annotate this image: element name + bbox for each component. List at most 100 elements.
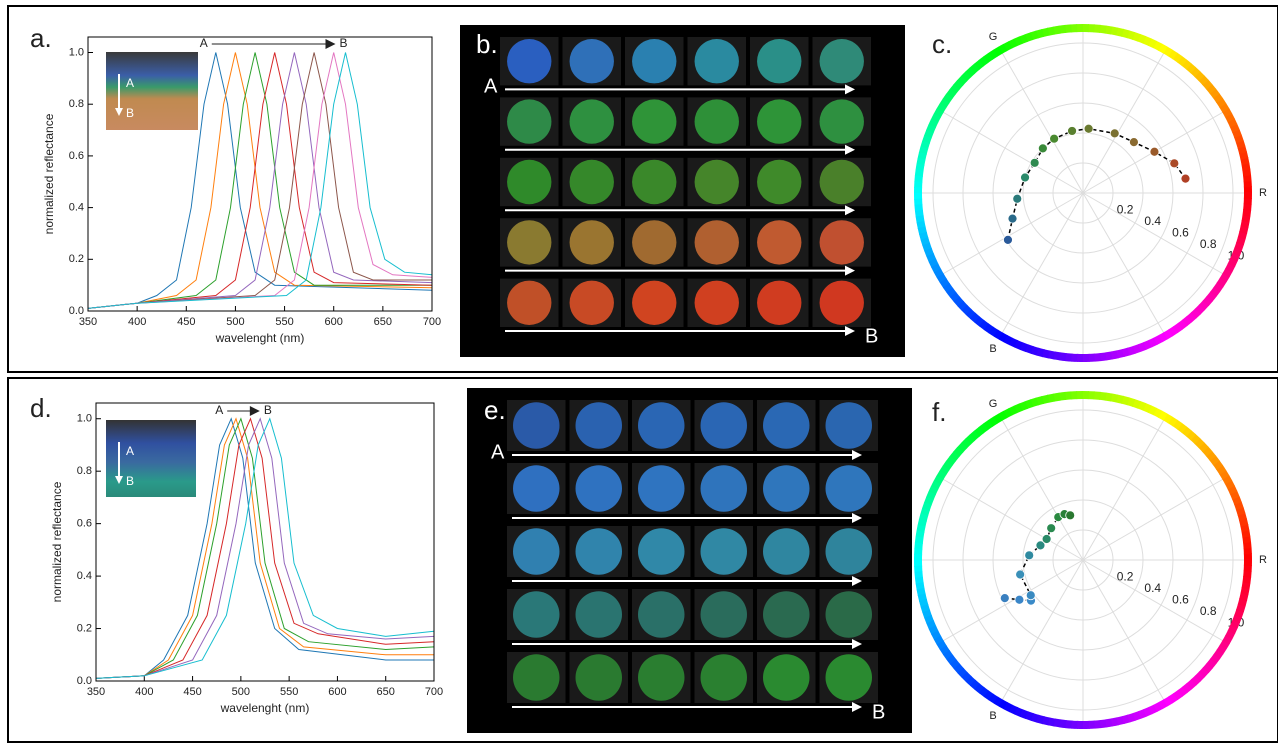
color-ring — [1029, 30, 1039, 41]
color-ring — [1131, 399, 1141, 409]
color-ring — [1158, 698, 1169, 710]
spoke — [1082, 192, 1166, 337]
x-tick-label: 550 — [275, 316, 293, 328]
color-ring — [1058, 24, 1067, 34]
color-ring — [960, 71, 972, 82]
color-ring — [925, 491, 936, 501]
color-ring — [1121, 714, 1131, 724]
color-ring — [992, 46, 1003, 57]
arrow-head — [845, 326, 855, 336]
grid-circle — [932, 409, 1234, 711]
color-ring — [924, 248, 935, 258]
color-ring — [920, 507, 930, 517]
color-ring — [1202, 295, 1214, 307]
data-point — [1037, 143, 1048, 154]
spoke — [939, 559, 1084, 643]
y-axis-label: normalized reflectance — [50, 481, 64, 602]
sample-spot — [825, 654, 872, 701]
color-ring — [998, 699, 1009, 710]
color-ring — [1046, 393, 1056, 403]
color-ring — [1198, 74, 1209, 86]
arrow-head — [325, 39, 336, 49]
color-ring — [1229, 490, 1240, 500]
color-ring — [933, 108, 944, 119]
color-ring — [1206, 658, 1217, 669]
sample-spot — [507, 159, 552, 205]
y-tick-label: 1.0 — [69, 46, 84, 58]
sample-spot — [763, 591, 810, 638]
color-ring — [969, 430, 980, 441]
panel-frame — [7, 377, 1278, 743]
sample-spot — [507, 280, 552, 325]
color-ring — [1243, 174, 1252, 182]
color-ring — [1209, 455, 1220, 466]
x-tick-label: 650 — [377, 686, 395, 698]
color-ring — [914, 175, 923, 183]
color-ring — [1110, 26, 1119, 36]
color-ring — [1190, 66, 1201, 78]
sample-spot — [569, 39, 614, 84]
inset-label: A — [126, 444, 134, 458]
sample-spot — [694, 159, 739, 205]
y-tick-label: 0.4 — [77, 570, 92, 582]
color-ring — [1148, 337, 1158, 348]
color-ring — [936, 470, 947, 481]
sample-spot — [513, 465, 560, 512]
color-ring — [914, 576, 924, 585]
trajectory-line — [1004, 513, 1071, 602]
color-ring — [1231, 495, 1242, 505]
color-ring — [1046, 26, 1056, 36]
color-ring — [1235, 506, 1246, 516]
sample-spot — [575, 528, 622, 575]
y-tick-label: 0.8 — [77, 465, 92, 477]
color-ring — [922, 502, 932, 512]
arrow-head — [845, 205, 855, 216]
color-ring — [920, 140, 930, 150]
color-ring — [953, 663, 964, 674]
color-ring — [1198, 441, 1209, 453]
sample-spot — [763, 654, 810, 701]
color-ring — [1163, 329, 1174, 340]
color-ring — [1213, 649, 1224, 660]
color-ring — [1227, 257, 1238, 268]
color-ring — [1147, 405, 1158, 416]
x-tick-label: 350 — [79, 316, 97, 328]
spectrum-line — [87, 52, 433, 309]
color-ring — [964, 434, 976, 445]
color-ring — [1008, 405, 1018, 416]
color-ring — [1058, 391, 1067, 401]
inset-arrow-head — [115, 476, 123, 484]
color-ring — [1008, 337, 1019, 348]
color-ring — [933, 635, 945, 646]
color-ring — [949, 451, 960, 462]
color-ring — [1065, 353, 1073, 362]
color-ring — [987, 49, 998, 61]
color-ring — [1110, 350, 1120, 360]
color-ring — [917, 593, 927, 602]
color-ring — [1176, 422, 1188, 434]
arrow-head — [249, 406, 260, 416]
data-point — [1035, 540, 1046, 551]
color-ring — [1242, 575, 1252, 584]
spoke — [1082, 192, 1227, 276]
arrow-head — [845, 144, 855, 155]
color-ring — [1138, 341, 1148, 352]
spectrum-line — [87, 52, 433, 309]
spoke — [939, 477, 1084, 561]
color-ring — [1053, 351, 1062, 361]
color-ring — [1126, 397, 1136, 407]
sample-spot — [825, 402, 872, 449]
x-tick-label: 550 — [280, 686, 298, 698]
plot-frame — [87, 36, 433, 312]
color-ring — [916, 157, 926, 166]
color-ring — [914, 169, 924, 178]
color-ring — [969, 679, 981, 691]
color-ring — [922, 242, 933, 252]
color-ring — [1222, 107, 1233, 118]
color-ring — [915, 163, 925, 172]
end-label: B — [872, 701, 885, 723]
color-ring — [1237, 598, 1248, 607]
color-ring — [1237, 145, 1247, 155]
y-tick-label: 0.4 — [69, 202, 84, 214]
y-tick-label: 0.6 — [77, 518, 92, 530]
